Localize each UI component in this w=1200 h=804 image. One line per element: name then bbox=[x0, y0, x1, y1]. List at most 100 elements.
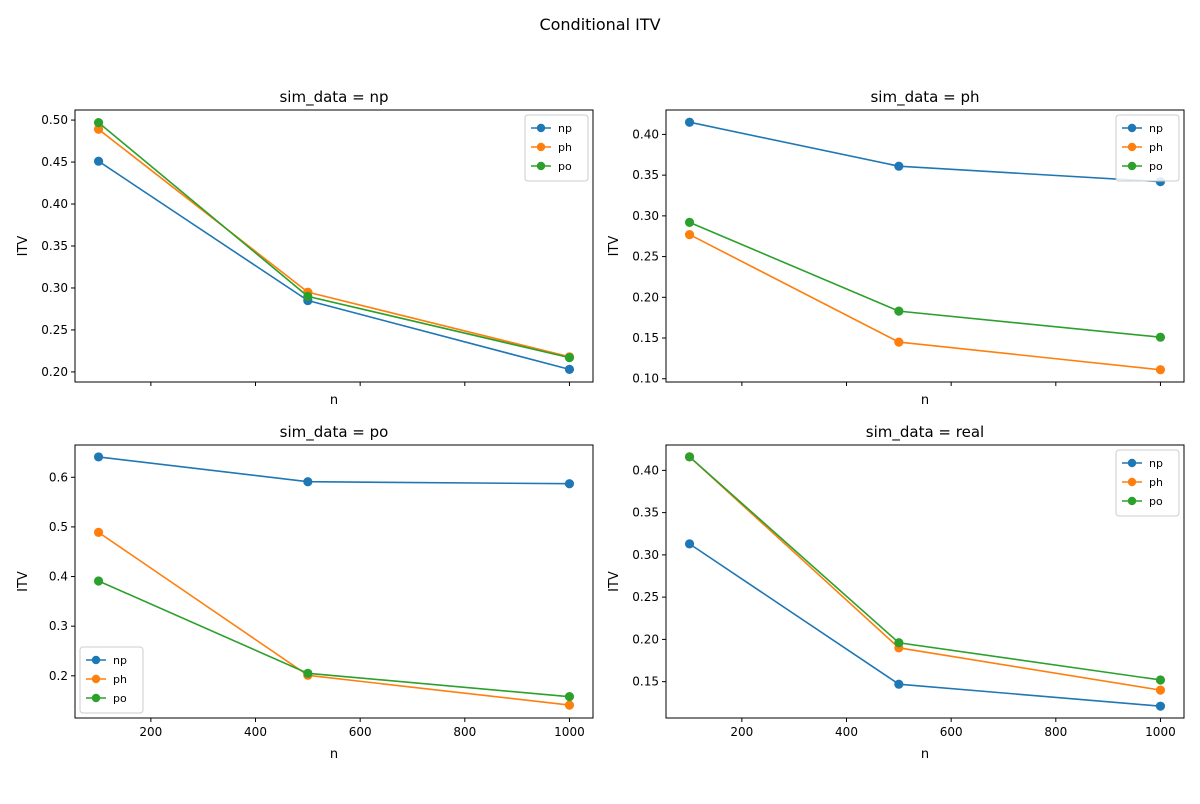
x-axis-label: n bbox=[921, 747, 929, 762]
data-point-np bbox=[93, 452, 104, 462]
legend-label-ph: ph bbox=[1149, 476, 1163, 489]
legend-label-po: po bbox=[1149, 160, 1163, 173]
x-tick-label: 600 bbox=[349, 725, 372, 739]
data-point-np bbox=[684, 117, 695, 127]
legend-marker-po bbox=[536, 161, 546, 171]
legend-marker-np bbox=[91, 655, 101, 665]
subplot-panels: sim_data = np 0.20 0.25 0.30 0.35 0.40 0.45 0.5… bbox=[16, 88, 1185, 762]
legend-label-po: po bbox=[1149, 495, 1163, 508]
data-point-po bbox=[303, 668, 313, 678]
y-tick-label: 0.40 bbox=[632, 127, 659, 141]
legend-box bbox=[1115, 114, 1180, 182]
data-point-np bbox=[894, 161, 904, 171]
x-tick-label: 800 bbox=[1044, 725, 1067, 739]
x-tick-label: 400 bbox=[244, 725, 267, 739]
y-tick-label: 0.25 bbox=[632, 250, 659, 264]
data-point-po bbox=[1155, 332, 1166, 342]
legend-marker-ph bbox=[1127, 477, 1137, 487]
legend-marker-po bbox=[1127, 496, 1137, 506]
y-tick-label: 0.30 bbox=[632, 209, 659, 223]
x-tick-label: 600 bbox=[940, 725, 963, 739]
legend: np ph po bbox=[1115, 114, 1180, 182]
data-point-np bbox=[303, 477, 313, 487]
legend-marker-np bbox=[1127, 123, 1137, 133]
legend-marker-np bbox=[536, 123, 546, 133]
data-point-po bbox=[684, 452, 695, 462]
subplot-4: sim_data = real 0.15 0.20 0.25 0.30 0.35 0.40 2… bbox=[607, 423, 1185, 762]
data-point-po bbox=[894, 306, 904, 316]
legend-marker-np bbox=[1127, 458, 1137, 468]
legend-marker-po bbox=[91, 693, 101, 703]
data-point-po bbox=[1155, 675, 1166, 685]
subplot-3: sim_data = po 0.2 0.3 0.4 0.5 0.6 200 400 600 800… bbox=[16, 423, 594, 762]
data-point-po bbox=[93, 117, 104, 128]
data-point-po bbox=[303, 291, 313, 301]
y-axis-label: ITV bbox=[16, 236, 31, 257]
x-tick-label: 1000 bbox=[1145, 725, 1176, 739]
subplot-title: sim_data = np bbox=[279, 88, 388, 107]
plot-frame bbox=[665, 109, 1185, 383]
legend-label-np: np bbox=[1149, 122, 1163, 135]
y-tick-label: 0.5 bbox=[49, 520, 68, 534]
data-point-ph bbox=[93, 124, 104, 134]
y-tick-label: 0.35 bbox=[632, 168, 659, 182]
plot-frame bbox=[74, 444, 594, 719]
y-axis-label: ITV bbox=[607, 236, 622, 257]
legend-box bbox=[1115, 449, 1180, 517]
y-tick-label: 0.20 bbox=[632, 290, 659, 304]
y-tick-label: 0.4 bbox=[49, 570, 68, 584]
data-point-po bbox=[564, 692, 575, 702]
legend: np ph po bbox=[524, 114, 589, 182]
legend-label-np: np bbox=[558, 122, 572, 135]
y-tick-label: 0.6 bbox=[49, 470, 68, 484]
y-tick-label: 0.45 bbox=[41, 155, 68, 169]
y-tick-label: 0.25 bbox=[41, 323, 68, 337]
y-tick-label: 0.40 bbox=[41, 197, 68, 211]
y-tick-label: 0.35 bbox=[632, 506, 659, 520]
x-tick-label: 200 bbox=[730, 725, 753, 739]
y-axis-label: ITV bbox=[16, 571, 31, 592]
legend-label-np: np bbox=[113, 654, 127, 667]
data-point-ph bbox=[684, 229, 695, 240]
y-tick-label: 0.40 bbox=[632, 463, 659, 477]
subplot-title: sim_data = ph bbox=[870, 88, 979, 107]
data-point-ph bbox=[564, 700, 575, 710]
data-point-np bbox=[894, 679, 904, 689]
legend: np ph po bbox=[79, 646, 144, 714]
y-tick-label: 0.35 bbox=[41, 239, 68, 253]
legend: np ph po bbox=[1115, 449, 1180, 517]
data-point-po bbox=[564, 353, 575, 363]
x-axis-label: n bbox=[330, 393, 338, 408]
x-tick-label: 400 bbox=[835, 725, 858, 739]
y-tick-label: 0.15 bbox=[632, 331, 659, 345]
legend-label-ph: ph bbox=[1149, 141, 1163, 154]
y-tick-label: 0.50 bbox=[41, 113, 68, 127]
subplot-2: sim_data = ph 0.10 0.15 0.20 0.25 0.30 0.35 0.4… bbox=[607, 88, 1185, 408]
legend-label-np: np bbox=[1149, 457, 1163, 470]
x-tick-label: 1000 bbox=[554, 725, 585, 739]
subplot-1: sim_data = np 0.20 0.25 0.30 0.35 0.40 0.45 0.5… bbox=[16, 88, 594, 408]
x-axis-label: n bbox=[330, 747, 338, 762]
y-tick-label: 0.25 bbox=[632, 590, 659, 604]
data-point-np bbox=[564, 479, 575, 489]
y-axis-label: ITV bbox=[607, 571, 622, 592]
legend-box bbox=[79, 646, 144, 714]
data-point-po bbox=[894, 638, 904, 648]
data-point-po bbox=[684, 217, 695, 227]
legend-label-po: po bbox=[558, 160, 572, 173]
data-point-ph bbox=[93, 527, 104, 537]
legend-box bbox=[524, 114, 589, 182]
legend-marker-ph bbox=[91, 674, 101, 684]
legend-marker-po bbox=[1127, 161, 1137, 171]
y-tick-label: 0.20 bbox=[41, 365, 68, 379]
x-tick-label: 800 bbox=[453, 725, 476, 739]
y-tick-label: 0.15 bbox=[632, 675, 659, 689]
legend-marker-ph bbox=[536, 142, 546, 152]
subplot-title: sim_data = po bbox=[280, 423, 389, 442]
data-point-np bbox=[1155, 701, 1166, 711]
subplot-title: sim_data = real bbox=[866, 423, 984, 442]
data-point-ph bbox=[1155, 685, 1166, 695]
